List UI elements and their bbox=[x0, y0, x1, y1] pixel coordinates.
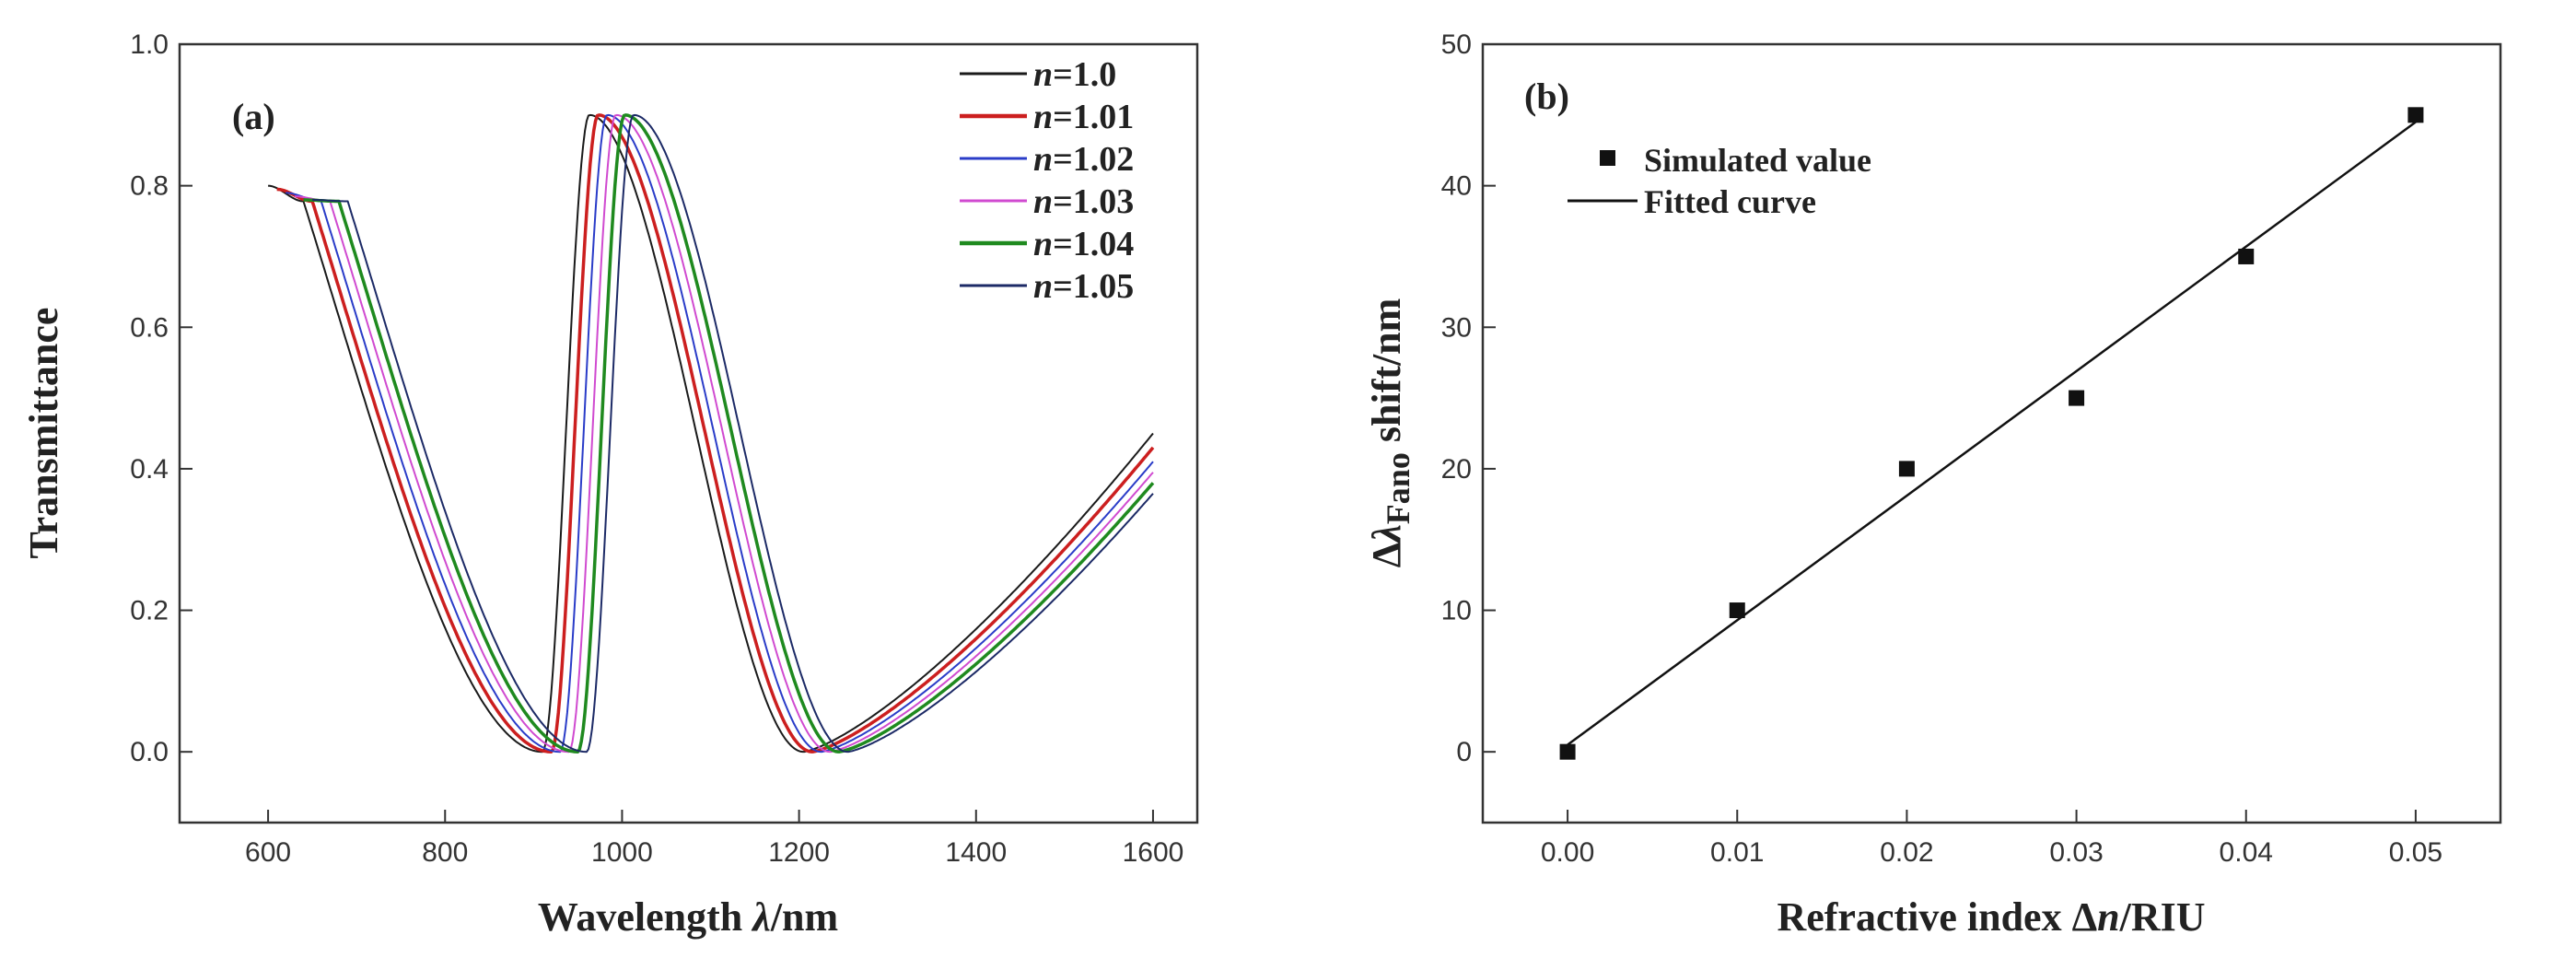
panel-b-legend: Simulated value Fitted curve bbox=[1568, 142, 1871, 220]
panel-a-y-tick-label: 0.2 bbox=[130, 596, 169, 626]
panel-a-x-title-main: Wavelength bbox=[538, 894, 752, 940]
panel-b-simulated-point bbox=[2069, 390, 2085, 406]
panel-a-y-ticks: 0.0 0.2 0.4 0.6 0.8 1.0 bbox=[130, 29, 192, 767]
panel-b-shift-chart: 0 10 20 30 40 50 0.00 0.01 0.02 0.03 0.04 0.05 (b)… bbox=[1364, 29, 2502, 940]
panel-a-series-line bbox=[276, 113, 1155, 754]
panel-a-series-line bbox=[286, 113, 1154, 754]
panel-b-y-title-sub: Fano bbox=[1380, 452, 1416, 524]
panel-b-x-tick-label: 0.02 bbox=[1880, 837, 1933, 868]
panel-b-y-ticks: 0 10 20 30 40 50 bbox=[1441, 29, 1496, 767]
panel-b-x-title-main: Refractive index Δ bbox=[1777, 894, 2097, 940]
panel-a-legend-label: n=1.04 bbox=[1033, 225, 1134, 263]
panel-b-simulated-point bbox=[2238, 248, 2255, 264]
panel-a-x-tick-label: 600 bbox=[245, 837, 291, 868]
panel-b-y-tick-label: 30 bbox=[1441, 312, 1472, 343]
panel-b-x-tick-label: 0.00 bbox=[1541, 837, 1594, 868]
panel-a-legend-label: n=1.05 bbox=[1033, 267, 1134, 306]
panel-b-x-tick-label: 0.05 bbox=[2389, 837, 2442, 868]
panel-a-legend-symbol: n bbox=[1033, 55, 1053, 94]
panel-a-legend-value: =1.04 bbox=[1053, 225, 1134, 263]
panel-b-y-axis-title: ΔλFano shift/nm bbox=[1364, 298, 1416, 568]
panel-a-x-tick-label: 1400 bbox=[945, 837, 1007, 868]
panel-b-simulated-point bbox=[1898, 461, 1915, 477]
panel-b-x-title-symbol: n bbox=[2097, 894, 2119, 940]
panel-a-y-tick-label: 0.8 bbox=[130, 171, 169, 202]
panel-a-legend-value: =1.05 bbox=[1053, 267, 1134, 306]
panel-a-y-tick-label: 0.0 bbox=[130, 737, 169, 767]
panel-a-legend-label: n=1.03 bbox=[1033, 182, 1134, 221]
panel-a-y-tick-label: 0.4 bbox=[130, 454, 169, 485]
legend-fitted-label: Fitted curve bbox=[1644, 183, 1816, 220]
panel-a-legend-symbol: n bbox=[1033, 140, 1053, 179]
panel-a-x-tick-label: 1200 bbox=[768, 837, 830, 868]
panel-b-y-tick-label: 0 bbox=[1456, 737, 1472, 767]
panel-a-legend-value: =1.03 bbox=[1053, 182, 1134, 221]
panel-b-x-tick-label: 0.03 bbox=[2049, 837, 2103, 868]
panel-a-legend: n=1.0n=1.01n=1.02n=1.03n=1.04n=1.05 bbox=[960, 55, 1134, 306]
panel-a-plot-frame bbox=[178, 42, 1199, 824]
panel-b-y-tick-label: 40 bbox=[1441, 171, 1472, 202]
panel-a-legend-value: =1.0 bbox=[1053, 55, 1116, 94]
panel-b-plot-frame bbox=[1481, 42, 2502, 824]
panel-b-label: (b) bbox=[1524, 76, 1569, 117]
panel-a-x-title-symbol: λ bbox=[751, 894, 771, 940]
panel-a-series-line bbox=[267, 113, 1154, 754]
panel-a-x-title-unit: /nm bbox=[770, 894, 838, 940]
panel-a-series-line bbox=[294, 113, 1154, 754]
panel-a-x-tick-label: 1600 bbox=[1123, 837, 1184, 868]
panel-a-legend-symbol: n bbox=[1033, 225, 1053, 263]
panel-b-y-tick-label: 20 bbox=[1441, 454, 1472, 485]
panel-b-x-ticks: 0.00 0.01 0.02 0.03 0.04 0.05 bbox=[1541, 810, 2442, 868]
panel-b-y-tick-label: 50 bbox=[1441, 29, 1472, 60]
panel-a-legend-value: =1.01 bbox=[1053, 98, 1134, 136]
panel-a-legend-value: =1.02 bbox=[1053, 140, 1134, 179]
panel-b-y-title-symbol: λ bbox=[1364, 524, 1409, 544]
panel-b-x-title-unit: /RIU bbox=[2119, 894, 2206, 940]
panel-a-legend-symbol: n bbox=[1033, 182, 1053, 221]
panel-b-simulated-point bbox=[1559, 743, 1576, 760]
panel-a-legend-label: n=1.02 bbox=[1033, 140, 1134, 179]
panel-a-legend-symbol: n bbox=[1033, 267, 1053, 306]
panel-a-legend-symbol: n bbox=[1033, 98, 1053, 136]
panel-a-legend-label: n=1.01 bbox=[1033, 98, 1134, 136]
panel-a-series-line bbox=[303, 113, 1155, 754]
panel-b-y-title-rest: shift/nm bbox=[1364, 298, 1409, 452]
panel-b-simulated-point bbox=[1729, 602, 1745, 619]
panel-a-legend-label: n=1.0 bbox=[1033, 55, 1116, 94]
panel-b-x-tick-label: 0.01 bbox=[1710, 837, 1764, 868]
panel-b-fit-layer bbox=[1567, 121, 2417, 746]
panel-b-y-title-delta: Δ bbox=[1364, 543, 1409, 568]
panel-a-y-tick-label: 0.6 bbox=[130, 312, 169, 343]
legend-simulated-label: Simulated value bbox=[1644, 142, 1871, 179]
panel-a-series-line bbox=[312, 113, 1154, 754]
panel-b-points-layer bbox=[1559, 107, 2424, 760]
panel-a-x-tick-label: 800 bbox=[422, 837, 468, 868]
panel-b-x-tick-label: 0.04 bbox=[2220, 837, 2273, 868]
panel-a-x-ticks: 600 800 1000 1200 1400 1600 bbox=[245, 810, 1183, 868]
panel-b-simulated-point bbox=[2407, 107, 2424, 123]
panel-b-fitted-curve bbox=[1567, 121, 2417, 746]
panel-a-label: (a) bbox=[232, 96, 275, 137]
panel-b-y-tick-label: 10 bbox=[1441, 596, 1472, 626]
panel-a-x-axis-title: Wavelength λ/nm bbox=[538, 894, 838, 940]
legend-square-marker bbox=[1600, 150, 1615, 166]
panel-a-x-tick-label: 1000 bbox=[591, 837, 653, 868]
panel-b-x-axis-title: Refractive index Δn/RIU bbox=[1777, 894, 2205, 940]
panel-a-y-tick-label: 1.0 bbox=[130, 29, 169, 60]
panel-a-transmittance-chart: 0.0 0.2 0.4 0.6 0.8 1.0 600 800 1000 1200 1400 160… bbox=[21, 29, 1199, 940]
panel-a-curves bbox=[267, 113, 1155, 754]
panel-a-y-axis-title: Transmittance bbox=[21, 308, 66, 559]
